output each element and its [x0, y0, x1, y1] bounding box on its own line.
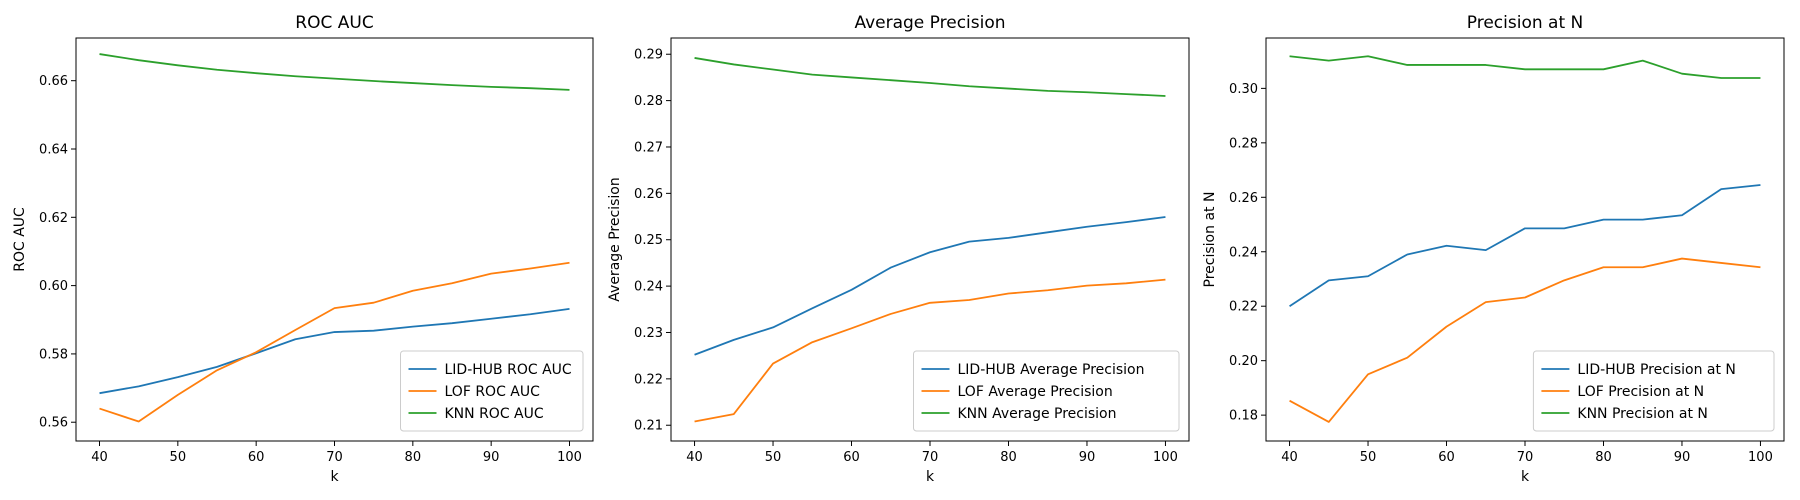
x-tick-label: 40 [91, 450, 108, 465]
chart-title: Precision at N [1467, 13, 1583, 33]
x-tick-label: 100 [1153, 450, 1178, 465]
x-tick-label: 40 [686, 450, 703, 465]
y-tick-label: 0.25 [634, 233, 663, 248]
y-axis-label: Average Precision [607, 177, 623, 301]
y-tick-label: 0.30 [1229, 82, 1258, 97]
y-tick-label: 0.23 [634, 326, 663, 341]
x-tick-label: 70 [1517, 450, 1534, 465]
x-tick-label: 100 [1748, 450, 1773, 465]
legend-entry-label: LID-HUB Precision at N [1577, 362, 1736, 378]
legend-entry-label: KNN Average Precision [958, 406, 1117, 422]
legend-entry-label: KNN ROC AUC [445, 406, 544, 422]
chart-panel-1: ROC AUC 40 50 60 70 80 90 100 0.56 0.58 0.60 0.62 0.… [12, 13, 594, 485]
y-tick-label: 0.62 [39, 211, 68, 226]
y-tick-label: 0.22 [1229, 300, 1258, 315]
legend: LID-HUB ROC AUC LOF ROC AUC KNN ROC AUC [400, 350, 584, 432]
x-tick-label: 80 [1000, 450, 1017, 465]
y-tick-label: 0.26 [634, 187, 663, 202]
chart-panel-3: Precision at N 40 50 60 70 80 90 100 0.18 0.20 0.2… [1202, 13, 1785, 485]
chart-title: Average Precision [854, 13, 1005, 33]
x-axis-label: k [1521, 469, 1530, 485]
y-axis-label: Precision at N [1202, 192, 1218, 288]
legend: LID-HUB Precision at N LOF Precision at N… [1532, 350, 1775, 432]
y-tick-label: 0.29 [634, 48, 663, 63]
x-tick-label: 70 [922, 450, 939, 465]
y-tick-label: 0.18 [1229, 409, 1258, 424]
series-line-2 [694, 278, 1166, 423]
y-tick-label: 0.21 [634, 419, 663, 434]
x-tick-label: 60 [1438, 450, 1455, 465]
legend-entry-label: LOF Average Precision [958, 384, 1113, 400]
legend-entry-label: LOF ROC AUC [445, 384, 541, 400]
x-tick-label: 100 [557, 450, 582, 465]
series-line-1 [99, 307, 570, 395]
y-tick-label: 0.64 [39, 142, 68, 157]
legend-entry-label: LID-HUB Average Precision [958, 362, 1145, 378]
x-tick-label: 90 [1079, 450, 1096, 465]
x-tick-label: 90 [1674, 450, 1691, 465]
y-tick-label: 0.24 [634, 280, 663, 295]
x-tick-label: 50 [1360, 450, 1377, 465]
legend-entry-label: LID-HUB ROC AUC [445, 362, 572, 378]
x-tick-label: 70 [326, 450, 343, 465]
y-tick-label: 0.66 [39, 74, 68, 89]
x-tick-label: 60 [248, 450, 265, 465]
y-tick-label: 0.22 [634, 372, 663, 387]
x-axis-label: k [330, 469, 339, 485]
series-line-1 [694, 216, 1166, 356]
legend-box [913, 350, 1180, 432]
legend-box [400, 350, 584, 432]
series-line-1 [1289, 184, 1761, 307]
series-line-3 [694, 57, 1166, 97]
y-tick-label: 0.28 [634, 94, 663, 109]
series-line-3 [1289, 55, 1761, 79]
x-tick-label: 80 [405, 450, 422, 465]
y-axis-label: ROC AUC [12, 207, 28, 272]
chart-title: ROC AUC [295, 13, 373, 33]
x-tick-label: 40 [1281, 450, 1298, 465]
series-line-2 [99, 261, 570, 423]
y-tick-label: 0.56 [39, 416, 68, 431]
y-tick-label: 0.60 [39, 279, 68, 294]
series-line-3 [99, 53, 570, 91]
x-tick-label: 60 [843, 450, 860, 465]
x-tick-label: 90 [483, 450, 500, 465]
series-line-2 [1289, 257, 1761, 423]
y-tick-label: 0.20 [1229, 354, 1258, 369]
x-axis-label: k [926, 469, 935, 485]
legend-entry-label: LOF Precision at N [1577, 384, 1704, 400]
x-tick-label: 50 [765, 450, 782, 465]
legend-entry-label: KNN Precision at N [1577, 406, 1707, 422]
legend: LID-HUB Average Precision LOF Average Pre… [913, 350, 1180, 432]
x-tick-label: 50 [170, 450, 187, 465]
y-tick-label: 0.27 [634, 140, 663, 155]
y-tick-label: 0.24 [1229, 245, 1258, 260]
y-tick-label: 0.28 [1229, 136, 1258, 151]
legend-box [1532, 350, 1775, 432]
y-tick-label: 0.26 [1229, 191, 1258, 206]
x-tick-label: 80 [1595, 450, 1612, 465]
chart-panel-2: Average Precision 40 50 60 70 80 90 100 0.21 0.22… [607, 13, 1190, 485]
y-tick-label: 0.58 [39, 347, 68, 362]
